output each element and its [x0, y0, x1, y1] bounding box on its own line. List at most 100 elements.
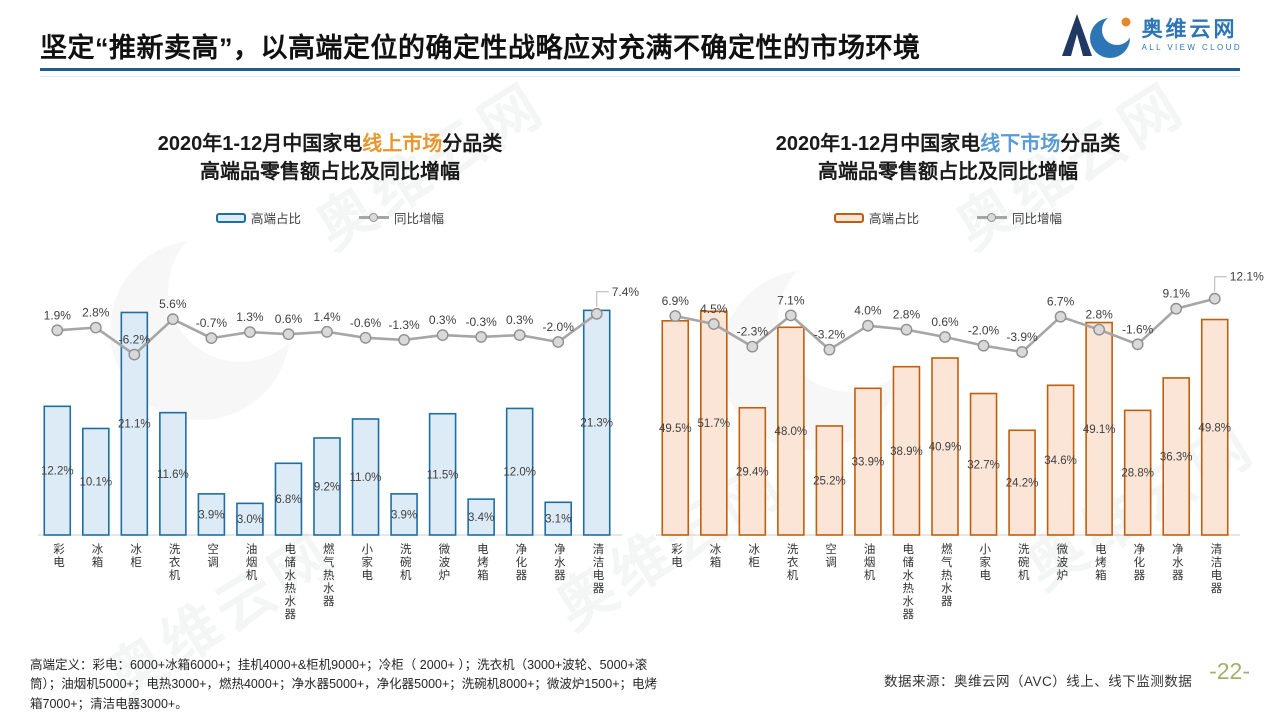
- line-marker: [244, 326, 256, 338]
- line-value-label: -3.9%: [1006, 330, 1038, 344]
- line-marker: [513, 329, 526, 342]
- bar-value-label: 51.7%: [697, 418, 730, 430]
- line-marker: [1054, 310, 1067, 323]
- bar: [1162, 377, 1191, 536]
- bar-value-label: 49.8%: [1198, 422, 1231, 434]
- line-value-label: 0.3%: [429, 313, 457, 327]
- category-label: 油烟机: [862, 543, 875, 582]
- line-marker: [707, 318, 720, 330]
- line-marker: [1208, 292, 1221, 305]
- category-label: 净化器: [1132, 543, 1145, 582]
- line-marker: [1131, 338, 1144, 351]
- logo-brand-name: 奥维云网: [1141, 18, 1238, 42]
- line-legend-swatch: [977, 213, 1007, 222]
- bar-value-label: 33.9%: [852, 457, 885, 469]
- line-value-label: 9.1%: [1163, 287, 1191, 301]
- bar-value-label: 40.9%: [929, 442, 962, 454]
- bar: [159, 411, 187, 536]
- bar: [505, 407, 534, 536]
- category-label: 净水器: [552, 543, 565, 582]
- bar-value-label: 32.7%: [967, 459, 1000, 471]
- bar: [428, 412, 457, 536]
- category-label: 冰箱: [90, 543, 103, 569]
- line-marker: [1093, 323, 1106, 336]
- bar-value-label: 3.0%: [237, 514, 263, 526]
- offline-market-chart: 2020年1-12月中国家电线下市场分品类 高端品零售额占比及同比增幅 高端占比…: [648, 130, 1264, 650]
- bar-value-label: 3.9%: [391, 509, 417, 521]
- chart-legend: 高端占比 同比增幅: [648, 208, 1248, 227]
- bar-value-label: 12.0%: [503, 467, 536, 479]
- logo-tagline: ALL VIEW CLOUD: [1141, 43, 1242, 53]
- line-value-label: -0.3%: [465, 315, 497, 329]
- category-label: 洗碗机: [398, 543, 411, 582]
- bar: [1008, 429, 1036, 536]
- bar: [236, 502, 264, 536]
- bar-value-label: 12.2%: [41, 466, 74, 478]
- marker-icon: [369, 213, 378, 222]
- category-label: 燃气热水器: [321, 543, 334, 608]
- line-marker: [900, 323, 913, 336]
- line-value-label: 7.1%: [777, 293, 805, 307]
- line-value-label: 2.8%: [82, 306, 110, 320]
- bar: [854, 387, 882, 536]
- chart-legend: 高端占比 同比增幅: [30, 208, 630, 227]
- legend-item-line: 同比增幅: [977, 208, 1062, 227]
- line-marker: [862, 319, 874, 332]
- bar: [81, 427, 110, 536]
- category-label: 清洁电器: [591, 543, 604, 595]
- line-marker: [823, 343, 836, 356]
- bar-value-label: 11.6%: [157, 469, 189, 481]
- chart-title-text: 2020年1-12月中国家电: [775, 133, 981, 155]
- bar: [1200, 318, 1229, 536]
- chart-title-offline: 2020年1-12月中国家电线下市场分品类 高端品零售额占比及同比增幅: [648, 130, 1248, 186]
- category-label: 小家电: [360, 543, 373, 582]
- chart-title-line2: 高端品零售额占比及同比增幅: [200, 161, 460, 183]
- bar: [1085, 321, 1113, 536]
- legend-item-line: 同比增幅: [359, 208, 444, 227]
- line-marker: [398, 334, 410, 346]
- bar-value-label: 34.6%: [1044, 455, 1077, 467]
- bar-value-label: 49.1%: [1083, 424, 1116, 436]
- line-value-label: 1.4%: [313, 310, 341, 324]
- bar: [969, 392, 998, 536]
- page-title: 坚定“推新卖高”，以高端定位的确定性战略应对充满不确定性的市场环境: [40, 33, 921, 63]
- line-marker: [321, 325, 333, 338]
- legend-label: 同比增幅: [1012, 212, 1063, 226]
- line-value-label: 2.8%: [1085, 308, 1113, 322]
- line-value-label: 1.3%: [236, 310, 264, 324]
- line-marker: [51, 324, 64, 337]
- bar-value-label: 28.8%: [1121, 468, 1154, 480]
- chart-title-text: 2020年1-12月中国家电: [157, 133, 363, 155]
- category-label: 净化器: [514, 543, 527, 582]
- category-label: 净水器: [1170, 543, 1183, 582]
- category-label: 燃气热水器: [939, 543, 952, 608]
- line-value-label: 2.8%: [893, 308, 921, 322]
- line-value-label: 5.6%: [159, 297, 187, 311]
- category-axis: 彩电 冰箱 冰柜 洗衣机 空调 油烟机 电储水热水器 燃气热水器 小家电 洗碗机 微波炉 电烤箱 净化器…: [38, 543, 616, 621]
- bar-value-label: 48.0%: [775, 426, 808, 438]
- line-legend-swatch: [359, 213, 389, 222]
- line-value-label: 7.4%: [612, 285, 640, 299]
- legend-label: 高端占比: [868, 212, 919, 226]
- category-label: 洗衣机: [167, 543, 180, 582]
- category-label: 空调: [824, 543, 837, 569]
- chart-title-text: 分品类: [442, 133, 503, 155]
- line-value-label: 6.9%: [662, 294, 690, 308]
- bar-value-label: 29.4%: [736, 466, 769, 478]
- chart-title-online: 2020年1-12月中国家电线上市场分品类 高端品零售额占比及同比增幅: [30, 130, 630, 186]
- category-label: 微波炉: [437, 543, 450, 582]
- bar-value-label: 6.8%: [275, 494, 301, 506]
- line-value-label: 4.5%: [700, 302, 728, 316]
- bar: [197, 493, 226, 536]
- line-value-label: 0.3%: [506, 313, 534, 327]
- line-value-label: -3.2%: [814, 328, 846, 342]
- line-value-label: -0.7%: [196, 316, 228, 330]
- bar-legend-swatch: [215, 212, 246, 223]
- legend-label: 高端占比: [250, 212, 301, 226]
- line-marker: [977, 339, 990, 352]
- bar-value-label: 11.0%: [350, 472, 382, 484]
- line-marker: [590, 307, 603, 320]
- bar-value-label: 24.2%: [1006, 478, 1039, 490]
- line-value-label: 4.0%: [854, 304, 882, 318]
